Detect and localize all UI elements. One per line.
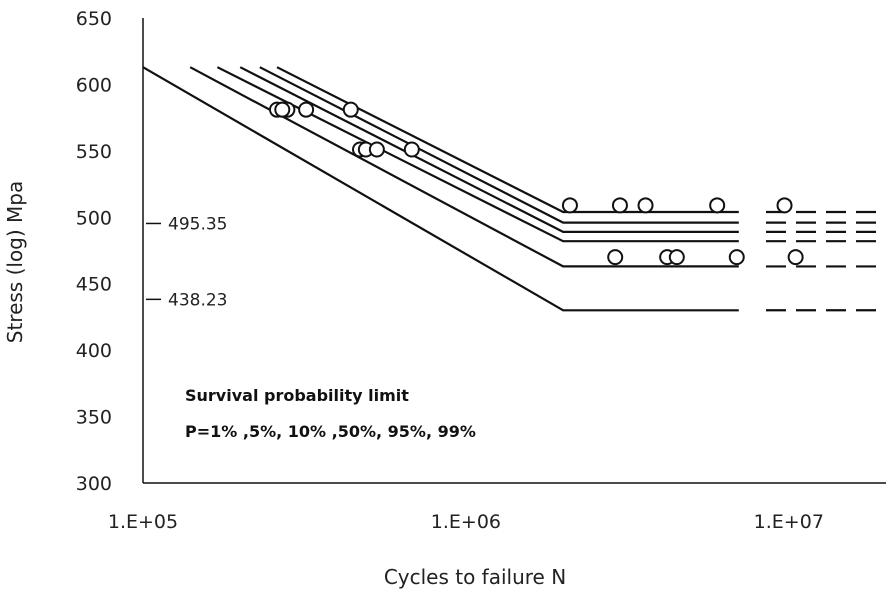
data-point [728, 249, 745, 266]
data-point [607, 249, 624, 266]
survival-line [239, 66, 739, 233]
data-point [403, 141, 420, 158]
y-tick-label: 350 [76, 407, 112, 429]
data-point [298, 101, 315, 118]
data-point [668, 249, 685, 266]
y-tick-label: 400 [76, 340, 112, 362]
data-points [268, 101, 804, 266]
y-axis-title: Stress (log) Mpa [3, 181, 27, 343]
annotation-label: 438.23 [168, 290, 227, 310]
y-tick-label: 300 [76, 473, 112, 495]
x-tick-label: 1.E+06 [431, 511, 501, 533]
x-axis-title: Cycles to failure N [384, 565, 566, 589]
data-point [274, 101, 291, 118]
x-tick-labels: 1.E+05 1.E+06 1.E+07 [108, 511, 824, 533]
y-tick-label: 650 [76, 8, 112, 30]
x-tick-label: 1.E+05 [108, 511, 178, 533]
series-lines [142, 66, 884, 312]
y-tick-label: 450 [76, 274, 112, 296]
data-point [342, 101, 359, 118]
data-point [637, 197, 654, 214]
y-tick-label: 550 [76, 141, 112, 163]
y-tick-label: 600 [76, 74, 112, 96]
data-point [368, 141, 385, 158]
x-tick-label: 1.E+07 [754, 511, 824, 533]
legend-line-2: P=1% ,5%, 10% ,50%, 95%, 99% [185, 422, 476, 441]
survival-line [189, 66, 739, 268]
data-point [611, 197, 628, 214]
data-point [787, 249, 804, 266]
data-point [561, 197, 578, 214]
y-tick-label: 500 [76, 207, 112, 229]
y-tick-labels: 300 350 400 450 500 550 600 650 [76, 8, 112, 495]
data-point [709, 197, 726, 214]
plot-area [142, 18, 886, 484]
survival-line [142, 66, 739, 312]
survival-line [259, 66, 739, 224]
annotations: 495.35 438.23 [146, 214, 227, 310]
annotation-label: 495.35 [168, 214, 227, 234]
data-point [776, 197, 793, 214]
survival-line [216, 66, 739, 243]
survival-line [276, 66, 739, 214]
legend-line-1: Survival probability limit [185, 386, 409, 405]
